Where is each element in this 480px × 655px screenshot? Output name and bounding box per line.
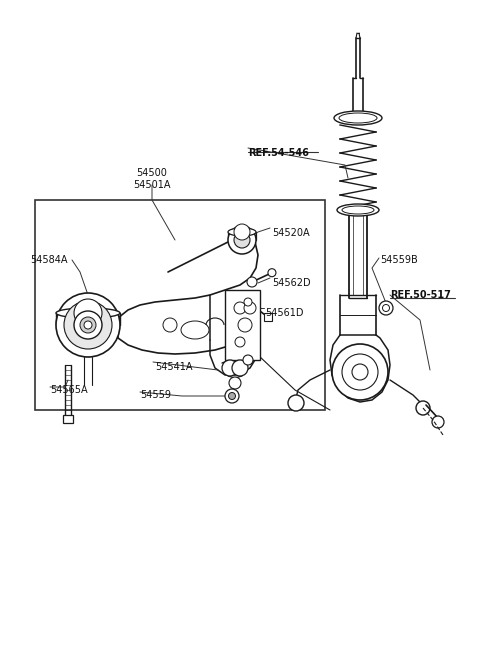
Circle shape xyxy=(225,389,239,403)
Circle shape xyxy=(379,301,393,315)
Text: 54559: 54559 xyxy=(140,390,171,400)
Text: REF.50-517: REF.50-517 xyxy=(390,290,451,300)
Circle shape xyxy=(232,360,248,376)
Ellipse shape xyxy=(181,321,209,339)
Circle shape xyxy=(243,355,253,365)
Circle shape xyxy=(228,226,256,254)
Circle shape xyxy=(234,232,250,248)
Text: 54500: 54500 xyxy=(137,168,168,178)
Circle shape xyxy=(432,416,444,428)
Text: 54559B: 54559B xyxy=(380,255,418,265)
Text: 54520A: 54520A xyxy=(272,228,310,238)
Circle shape xyxy=(332,344,388,400)
Ellipse shape xyxy=(334,111,382,125)
Circle shape xyxy=(288,395,304,411)
Circle shape xyxy=(235,337,245,347)
Text: 54565A: 54565A xyxy=(50,385,88,395)
Circle shape xyxy=(74,299,102,327)
Circle shape xyxy=(234,302,246,314)
Text: 54501A: 54501A xyxy=(133,180,171,190)
Circle shape xyxy=(247,277,257,287)
Circle shape xyxy=(222,360,238,376)
Circle shape xyxy=(74,311,102,339)
Circle shape xyxy=(244,302,256,314)
Circle shape xyxy=(64,301,112,349)
Ellipse shape xyxy=(228,228,256,236)
Circle shape xyxy=(84,321,92,329)
Circle shape xyxy=(80,317,96,333)
Circle shape xyxy=(416,401,430,415)
Text: 54541A: 54541A xyxy=(155,362,192,372)
Text: 54562D: 54562D xyxy=(272,278,311,288)
Ellipse shape xyxy=(56,308,120,318)
Circle shape xyxy=(228,392,236,400)
Ellipse shape xyxy=(337,204,379,216)
Circle shape xyxy=(234,224,250,240)
Text: 54584A: 54584A xyxy=(30,255,68,265)
Circle shape xyxy=(342,354,378,390)
Circle shape xyxy=(229,377,241,389)
Bar xyxy=(35,200,325,410)
Ellipse shape xyxy=(339,113,377,123)
Circle shape xyxy=(56,293,120,357)
Ellipse shape xyxy=(342,206,374,214)
Circle shape xyxy=(238,318,252,332)
Bar xyxy=(225,290,260,360)
Text: REF.54-546: REF.54-546 xyxy=(248,148,309,158)
Circle shape xyxy=(383,305,389,312)
Circle shape xyxy=(352,364,368,380)
Circle shape xyxy=(163,318,177,332)
Circle shape xyxy=(244,298,252,306)
Bar xyxy=(264,313,272,321)
Text: 54561D: 54561D xyxy=(265,308,303,318)
Bar xyxy=(63,415,73,423)
Circle shape xyxy=(268,269,276,276)
